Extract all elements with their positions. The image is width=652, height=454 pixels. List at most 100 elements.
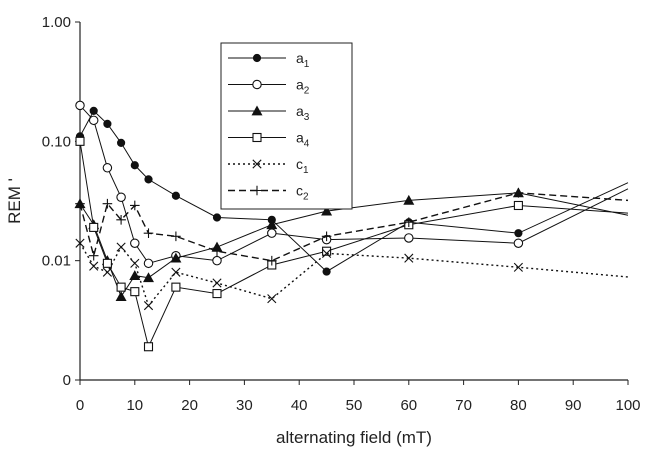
series-c1 <box>75 238 629 311</box>
x-axis-title: alternating field (mT) <box>276 428 432 447</box>
x-tick-label: 100 <box>615 397 640 414</box>
data-point-a3 <box>170 252 182 263</box>
legend-label: c2 <box>296 183 309 203</box>
series-c2 <box>75 188 629 266</box>
data-point-a3 <box>403 194 415 205</box>
legend-entry-a1: a1 <box>228 50 310 70</box>
legend-marker <box>252 53 262 63</box>
data-point-c1 <box>130 258 140 268</box>
data-point-c2 <box>321 231 332 242</box>
data-point-c2 <box>171 231 181 242</box>
data-point-a4 <box>171 282 181 292</box>
x-tick-label: 50 <box>346 397 363 414</box>
data-point-a4 <box>513 200 523 211</box>
legend-marker <box>252 79 262 90</box>
legend-box <box>220 42 353 210</box>
data-point-c2 <box>75 198 85 209</box>
legend-label: c1 <box>296 156 309 176</box>
series-line-c2 <box>79 192 629 262</box>
series-line-a4 <box>79 141 629 349</box>
x-tick-label: 0 <box>76 397 84 414</box>
data-point-c2 <box>212 246 222 257</box>
y-tick-label: 1.00 <box>42 14 71 31</box>
legend-entry-a2: a2 <box>228 77 310 97</box>
data-point-a1 <box>117 138 126 148</box>
data-point-a2 <box>143 258 154 269</box>
x-tick-label: 60 <box>400 397 417 414</box>
data-point-a4 <box>102 258 112 268</box>
y-tick-label: 0.10 <box>42 133 71 150</box>
data-point-c1 <box>75 238 85 248</box>
legend-entry-a4: a4 <box>228 130 310 150</box>
data-point-c1 <box>267 294 277 304</box>
data-point-a4 <box>322 246 332 256</box>
x-tick-label: 40 <box>291 397 308 414</box>
axes <box>79 22 628 381</box>
data-point-c1 <box>212 278 222 288</box>
legend-entry-c2: c2 <box>228 183 309 203</box>
series-line-a1 <box>79 110 629 273</box>
series-line-a2 <box>79 105 629 264</box>
legend-label: a1 <box>296 50 310 70</box>
legend-marker <box>251 105 263 116</box>
legend: a1 a2 a3 a4 c1 c2 <box>220 42 353 210</box>
legend-marker <box>252 132 262 143</box>
data-point-c2 <box>88 250 99 261</box>
data-point-a1 <box>103 119 112 128</box>
data-point-a4 <box>143 342 154 352</box>
legend-entry-c1: c1 <box>228 156 309 176</box>
data-point-a1 <box>144 175 153 184</box>
data-point-a1 <box>89 106 98 115</box>
data-point-c1 <box>513 262 523 272</box>
data-point-a4 <box>89 222 99 232</box>
data-point-a4 <box>75 136 85 146</box>
data-point-a3 <box>115 291 127 301</box>
data-point-a2 <box>513 238 524 248</box>
data-point-a1 <box>171 191 180 200</box>
data-point-a2 <box>404 233 414 243</box>
data-point-a1 <box>514 229 523 238</box>
legend-entry-a3: a3 <box>228 103 310 123</box>
legend-label: a3 <box>296 103 310 123</box>
data-point-a1 <box>212 213 222 222</box>
data-point-a1 <box>322 267 331 276</box>
legend-marker <box>252 185 262 196</box>
data-point-a2 <box>130 238 140 248</box>
data-point-a3 <box>129 270 141 280</box>
data-point-a4 <box>212 289 222 299</box>
y-tick-label: 0 <box>63 372 71 389</box>
data-point-c1 <box>143 301 154 311</box>
data-point-a2 <box>75 100 85 111</box>
y-axis-title: REM ' <box>5 178 24 224</box>
data-point-a2 <box>88 115 99 126</box>
data-point-a1 <box>130 161 139 170</box>
ticks: 0 10 20 30 40 50 60 70 80 90 100 0 0.01 0.10 1.00 <box>42 14 641 414</box>
data-point-c1 <box>116 242 126 252</box>
data-point-c1 <box>322 248 332 259</box>
data-point-c2 <box>404 217 414 228</box>
data-point-a4 <box>130 287 140 297</box>
data-point-a3 <box>266 219 278 230</box>
series <box>74 100 629 352</box>
data-point-c2 <box>143 228 154 238</box>
y-tick-label: 0.01 <box>42 253 71 270</box>
x-tick-label: 20 <box>181 397 198 414</box>
data-point-c1 <box>404 253 414 263</box>
x-tick-label: 70 <box>455 397 472 414</box>
data-point-a2 <box>267 228 277 238</box>
series-line-c1 <box>79 242 629 308</box>
legend-marker <box>252 159 262 169</box>
data-point-c2 <box>267 255 277 266</box>
data-point-c2 <box>513 188 524 198</box>
series-line-a3 <box>79 192 629 298</box>
data-point-a3 <box>143 272 154 283</box>
legend-label: a2 <box>296 77 310 97</box>
x-tick-label: 10 <box>126 397 143 414</box>
legend-label: a4 <box>296 130 310 150</box>
x-tick-label: 30 <box>236 397 253 414</box>
data-point-a2 <box>212 255 222 266</box>
data-point-a2 <box>102 163 113 173</box>
data-point-a3 <box>321 205 333 216</box>
